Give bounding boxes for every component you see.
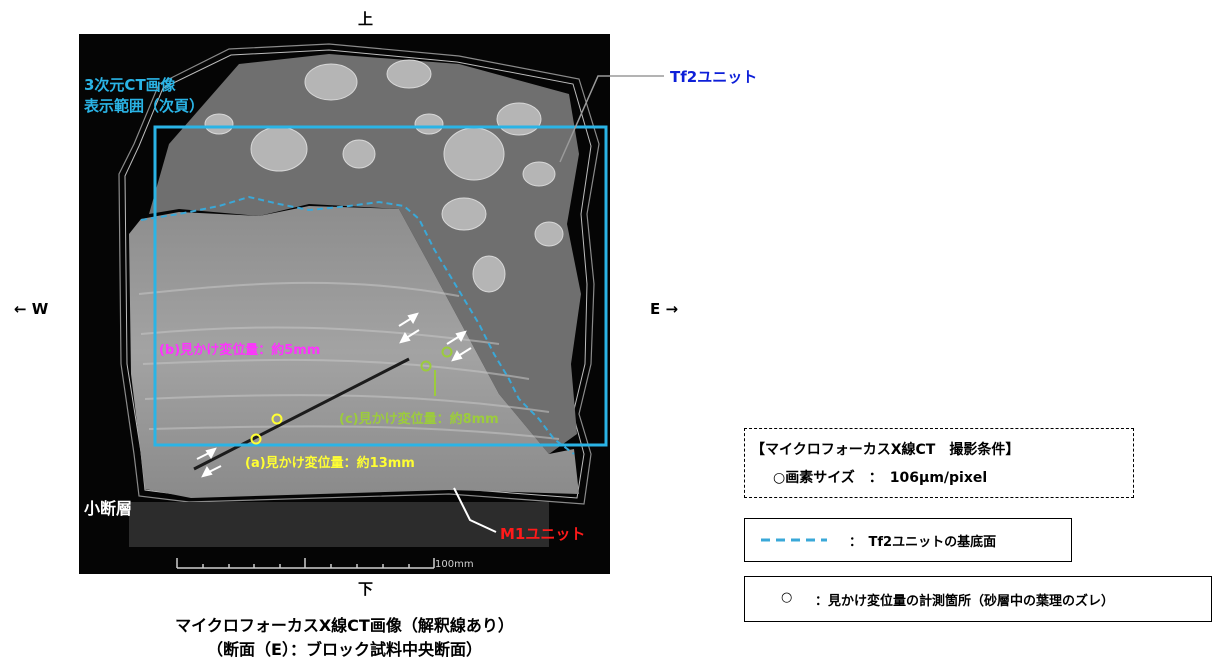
label-b: (b)見かけ変位量：約5mm [159, 343, 321, 358]
scale-bar [176, 558, 435, 569]
caption-line-2: （断面（E）：ブロック試料中央断面） [207, 640, 482, 659]
pebbles [204, 59, 564, 293]
tf2-unit-label: Tf2ユニット [670, 68, 758, 86]
laminae [138, 281, 560, 440]
small-fault-label: 小断層 [84, 499, 133, 518]
ct-range-label-1: 3次元CT画像 [84, 76, 176, 94]
ct-specimen-drawing [118, 43, 608, 569]
sand-layer [129, 206, 579, 498]
imaging-conditions-box: 【マイクロフォーカスX線CT 撮影条件】 ○画素サイズ ： 106μm/pixe… [744, 428, 1134, 498]
tf2-base-line [140, 195, 575, 455]
label-c: (c)見かけ変位量：約8mm [339, 412, 499, 427]
legend-dash-line [761, 538, 827, 542]
ct-image: 3次元CT画像 表示範囲（次頁） (b)見かけ変位量：約5mm (c)見かけ変位… [79, 34, 610, 574]
measure-point-a1 [271, 413, 283, 425]
measure-point-a2 [250, 433, 262, 445]
displacement-arrows [196, 312, 472, 478]
caption-line-1: マイクロフォーカスX線CT画像（解釈線あり） [175, 616, 514, 635]
measure-point-c2 [441, 346, 453, 358]
legend-measure-text: ：見かけ変位量の計測箇所（砂層中の葉理のズレ） [815, 594, 1115, 609]
ct-range-label-2: 表示範囲（次頁） [84, 97, 205, 115]
legend-base-text: ： Tf2ユニットの基底面 [849, 535, 997, 550]
scale-label: 100mm [435, 559, 474, 570]
ct-range-box [153, 125, 608, 447]
direction-east: E → [650, 300, 679, 318]
direction-bottom: 下 [358, 580, 374, 598]
direction-west: ← W [14, 300, 49, 318]
pixel-size: ○画素サイズ ： 106μm/pixel [773, 470, 988, 486]
m1-leader [453, 487, 497, 533]
direction-top: 上 [358, 10, 374, 28]
legend-circle-icon: ○ [781, 590, 793, 605]
tf2-leader [559, 75, 664, 163]
legend-measure-points: ○ ：見かけ変位量の計測箇所（砂層中の葉理のズレ） [744, 576, 1212, 622]
label-a: (a)見かけ変位量：約13mm [245, 456, 415, 471]
legend-base-surface: ： Tf2ユニットの基底面 [744, 518, 1072, 562]
small-fault-line [193, 357, 410, 471]
conditions-title: 【マイクロフォーカスX線CT 撮影条件】 [751, 442, 1020, 458]
m1-unit-label: M1ユニット [500, 525, 586, 543]
measure-point-c1 [420, 360, 432, 372]
outer-shell-outline [118, 43, 600, 505]
